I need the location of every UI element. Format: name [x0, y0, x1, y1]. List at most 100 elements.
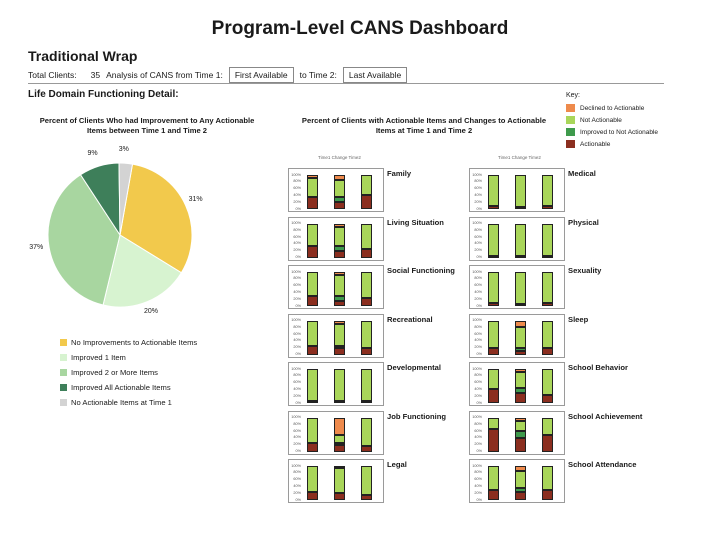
y-tick-label: 20%: [293, 199, 301, 204]
total-clients-label: Total Clients:: [28, 70, 77, 80]
domain-name: School Achievement: [568, 411, 643, 421]
bar-segment-not-actionable: [334, 467, 345, 494]
bar-segment-actionable: [515, 437, 526, 452]
y-tick-label: 40%: [474, 483, 482, 488]
y-tick-label: 0%: [295, 497, 302, 502]
bar-segment-actionable: [334, 493, 345, 500]
bar-segment-actionable: [542, 434, 553, 452]
pie-legend-item: Improved All Actionable Items: [60, 380, 197, 395]
y-tick-label: 80%: [293, 470, 301, 475]
bar-segment-improved: [334, 295, 345, 301]
bar-segment-not-actionable: [515, 327, 526, 348]
y-tick-label: 60%: [474, 234, 482, 239]
bar-segment-declined: [334, 223, 345, 227]
y-tick-label: 40%: [293, 435, 301, 440]
bar-segment-not-actionable: [542, 175, 553, 206]
bar-segment-declined: [334, 465, 345, 468]
y-tick-label: 20%: [293, 490, 301, 495]
bar-time2: [542, 369, 553, 403]
y-tick-label: 60%: [293, 186, 301, 191]
bar-change: [515, 466, 526, 500]
domain-chart-panel: 100% 80% 60% 40% 20% 0%: [288, 410, 384, 455]
domain-chart-panel: 100% 80% 60% 40% 20% 0%: [288, 168, 384, 212]
bar-segment-actionable: [542, 394, 553, 403]
bar-time1: [488, 272, 499, 306]
y-tick-label: 80%: [293, 373, 301, 378]
bar-segment-not-actionable: [542, 320, 553, 348]
bar-time2: [361, 466, 372, 500]
bar-segment-actionable: [334, 401, 345, 403]
y-tick-label: 20%: [293, 248, 301, 253]
bar-segment-not-actionable: [515, 175, 526, 208]
domain-chart-panel: 100% 80% 60% 40% 20% 0%: [469, 168, 565, 212]
domain-chart-panel: 100% 80% 60% 40% 20% 0%: [288, 216, 384, 261]
time2-select[interactable]: Last Available: [342, 67, 408, 83]
y-tick-label: 60%: [293, 234, 301, 239]
analysis-label: Analysis of CANS from Time 1:: [106, 70, 223, 80]
bar-segment-actionable: [542, 489, 553, 500]
domain-name: Physical: [568, 217, 599, 227]
bar-time2: [361, 320, 372, 355]
bar-segment-actionable: [515, 207, 526, 209]
y-tick-label: 100%: [291, 415, 301, 419]
key-item: Declined to Actionable: [566, 102, 658, 114]
bar-segment-not-actionable: [307, 272, 318, 296]
bar-segment-actionable: [488, 347, 499, 355]
y-tick-label: 0%: [295, 400, 302, 405]
bar-segment-actionable: [361, 195, 372, 209]
bar-segment-not-actionable: [307, 417, 318, 443]
bar-segment-declined: [307, 175, 318, 179]
bar-segment-not-actionable: [334, 323, 345, 346]
bar-segment-improved: [334, 197, 345, 203]
pie-data-label: 31%: [188, 195, 203, 203]
header-divider: [28, 83, 664, 84]
program-name: Traditional Wrap: [28, 48, 138, 64]
y-tick-label: 0%: [476, 400, 483, 405]
pie-slice-2: [47, 174, 121, 306]
bar-change: [334, 320, 345, 355]
bar-segment-actionable: [307, 295, 318, 306]
bar-segment-not-actionable: [334, 226, 345, 246]
y-tick-label: 100%: [472, 415, 482, 419]
y-tick-label: 80%: [293, 227, 301, 232]
bar-segment-actionable: [515, 392, 526, 403]
y-tick-label: 60%: [293, 428, 301, 433]
y-tick-label: 20%: [293, 442, 301, 447]
bar-change: [334, 417, 345, 452]
y-tick-label: 40%: [474, 289, 482, 294]
y-tick-label: 80%: [474, 324, 482, 329]
domain-name: School Behavior: [568, 363, 628, 372]
y-tick-label: 20%: [474, 248, 482, 253]
y-tick-label: 100%: [291, 172, 301, 177]
bar-change: [515, 223, 526, 258]
bar-segment-not-actionable: [307, 320, 318, 346]
y-tick-label: 0%: [476, 206, 483, 211]
bar-segment-actionable: [307, 346, 318, 355]
bar-segment-actionable: [334, 202, 345, 209]
time1-select[interactable]: First Available: [228, 67, 294, 83]
y-tick-label: 40%: [293, 483, 301, 488]
bar-time1: [488, 369, 499, 403]
bar-segment-declined: [515, 369, 526, 373]
bar-change: [515, 417, 526, 452]
y-tick-label: 80%: [474, 276, 482, 281]
bar-segment-not-actionable: [334, 369, 345, 402]
y-tick-label: 40%: [474, 386, 482, 391]
bar-segment-not-actionable: [307, 466, 318, 492]
bar-segment-actionable: [307, 491, 318, 500]
bar-segment-not-actionable: [542, 272, 553, 303]
domain-chart-panel: 100% 80% 60% 40% 20% 0%: [469, 313, 565, 358]
y-tick-label: 80%: [474, 421, 482, 426]
bar-time1: [307, 417, 318, 452]
bar-time2: [542, 223, 553, 258]
bar-change: [334, 175, 345, 209]
bar-segment-not-actionable: [488, 369, 499, 390]
y-tick-label: 60%: [474, 428, 482, 433]
domain-chart-panel: 100% 80% 60% 40% 20% 0%: [288, 313, 384, 358]
bar-time1: [307, 369, 318, 403]
pie-legend-label: Improved 2 or More Items: [71, 368, 158, 377]
bar-time2: [361, 272, 372, 306]
bar-segment-not-actionable: [488, 175, 499, 206]
page-title: Program-Level CANS Dashboard: [211, 18, 509, 39]
domain-chart-panel: 100% 80% 60% 40% 20% 0%: [469, 216, 565, 261]
